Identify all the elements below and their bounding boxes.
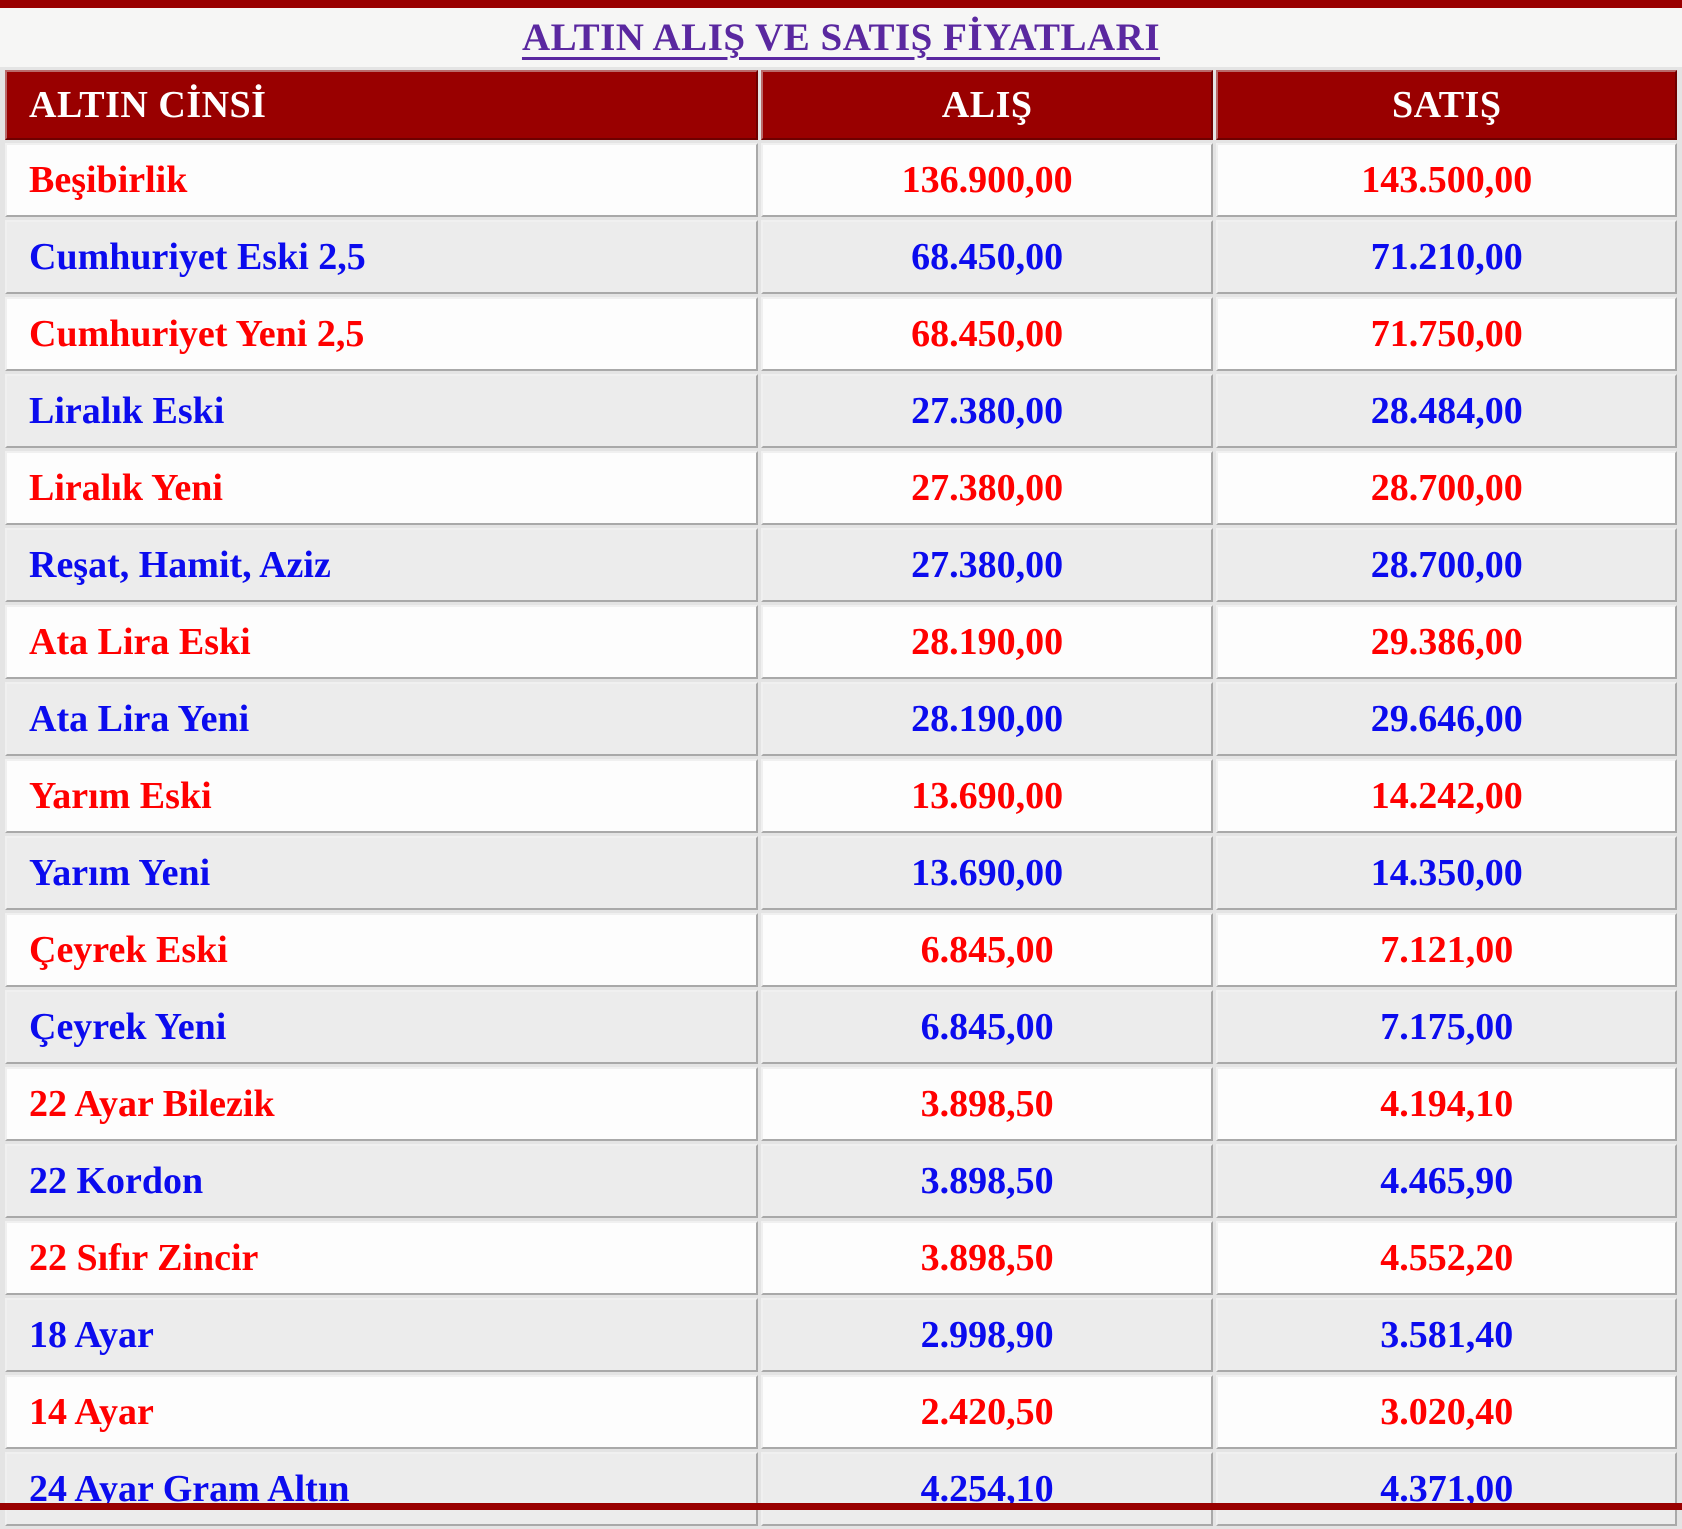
sell-price-value: 14.350,00 — [1216, 836, 1677, 910]
sell-price-value: 29.386,00 — [1216, 605, 1677, 679]
buy-price-value: 4.254,10 — [760, 1452, 1214, 1526]
column-header-gold-type: ALTIN CİNSİ — [5, 70, 758, 140]
gold-type-label: Beşibirlik — [5, 143, 758, 217]
table-row: Yarım Yeni 13.690,00 14.350,00 — [5, 836, 1677, 910]
buy-price-value: 27.380,00 — [760, 451, 1214, 525]
table-row: Liralık Yeni 27.380,00 28.700,00 — [5, 451, 1677, 525]
buy-price-value: 2.998,90 — [760, 1298, 1214, 1372]
buy-price-value: 3.898,50 — [760, 1067, 1214, 1141]
buy-price-value: 6.845,00 — [760, 990, 1214, 1064]
table-row: Beşibirlik 136.900,00 143.500,00 — [5, 143, 1677, 217]
gold-type-label: Cumhuriyet Eski 2,5 — [5, 220, 758, 294]
gold-type-label: Ata Lira Yeni — [5, 682, 758, 756]
table-row: Çeyrek Eski 6.845,00 7.121,00 — [5, 913, 1677, 987]
table-row: Ata Lira Eski 28.190,00 29.386,00 — [5, 605, 1677, 679]
gold-type-label: 22 Sıfır Zincir — [5, 1221, 758, 1295]
buy-price-value: 13.690,00 — [760, 836, 1214, 910]
column-header-sell: SATIŞ — [1216, 70, 1677, 140]
sell-price-value: 4.194,10 — [1216, 1067, 1677, 1141]
column-header-buy: ALIŞ — [760, 70, 1214, 140]
table-row: Ata Lira Yeni 28.190,00 29.646,00 — [5, 682, 1677, 756]
gold-type-label: 18 Ayar — [5, 1298, 758, 1372]
table-row: Cumhuriyet Eski 2,5 68.450,00 71.210,00 — [5, 220, 1677, 294]
buy-price-value: 6.845,00 — [760, 913, 1214, 987]
buy-price-value: 27.380,00 — [760, 374, 1214, 448]
buy-price-value: 68.450,00 — [760, 220, 1214, 294]
table-row: Yarım Eski 13.690,00 14.242,00 — [5, 759, 1677, 833]
table-row: Çeyrek Yeni 6.845,00 7.175,00 — [5, 990, 1677, 1064]
sell-price-value: 71.210,00 — [1216, 220, 1677, 294]
sell-price-value: 14.242,00 — [1216, 759, 1677, 833]
gold-type-label: Çeyrek Yeni — [5, 990, 758, 1064]
buy-price-value: 28.190,00 — [760, 605, 1214, 679]
buy-price-value: 68.450,00 — [760, 297, 1214, 371]
buy-price-value: 3.898,50 — [760, 1221, 1214, 1295]
table-row: 18 Ayar 2.998,90 3.581,40 — [5, 1298, 1677, 1372]
sell-price-value: 4.552,20 — [1216, 1221, 1677, 1295]
gold-type-label: Liralık Eski — [5, 374, 758, 448]
table-row: Cumhuriyet Yeni 2,5 68.450,00 71.750,00 — [5, 297, 1677, 371]
top-divider-bar — [0, 0, 1682, 8]
table-row: 22 Sıfır Zincir 3.898,50 4.552,20 — [5, 1221, 1677, 1295]
gold-price-table: ALTIN CİNSİ ALIŞ SATIŞ Beşibirlik 136.900… — [2, 67, 1680, 1529]
gold-type-label: Çeyrek Eski — [5, 913, 758, 987]
table-row: Liralık Eski 27.380,00 28.484,00 — [5, 374, 1677, 448]
table-header-row: ALTIN CİNSİ ALIŞ SATIŞ — [5, 70, 1677, 140]
gold-type-label: 22 Kordon — [5, 1144, 758, 1218]
gold-type-label: Ata Lira Eski — [5, 605, 758, 679]
page-title[interactable]: ALTIN ALIŞ VE SATIŞ FİYATLARI — [521, 16, 1161, 59]
gold-type-label: 24 Ayar Gram Altın — [5, 1452, 758, 1526]
buy-price-value: 13.690,00 — [760, 759, 1214, 833]
sell-price-value: 3.020,40 — [1216, 1375, 1677, 1449]
table-row: 22 Ayar Bilezik 3.898,50 4.194,10 — [5, 1067, 1677, 1141]
title-band: ALTIN ALIŞ VE SATIŞ FİYATLARI — [0, 8, 1682, 67]
gold-type-label: 14 Ayar — [5, 1375, 758, 1449]
buy-price-value: 136.900,00 — [760, 143, 1214, 217]
buy-price-value: 27.380,00 — [760, 528, 1214, 602]
buy-price-value: 2.420,50 — [760, 1375, 1214, 1449]
sell-price-value: 143.500,00 — [1216, 143, 1677, 217]
table-row: 22 Kordon 3.898,50 4.465,90 — [5, 1144, 1677, 1218]
gold-type-label: Yarım Yeni — [5, 836, 758, 910]
bottom-divider-bar — [0, 1503, 1682, 1510]
table-row: Reşat, Hamit, Aziz 27.380,00 28.700,00 — [5, 528, 1677, 602]
buy-price-value: 3.898,50 — [760, 1144, 1214, 1218]
sell-price-value: 7.175,00 — [1216, 990, 1677, 1064]
sell-price-value: 4.465,90 — [1216, 1144, 1677, 1218]
gold-type-label: Yarım Eski — [5, 759, 758, 833]
sell-price-value: 3.581,40 — [1216, 1298, 1677, 1372]
sell-price-value: 7.121,00 — [1216, 913, 1677, 987]
sell-price-value: 28.700,00 — [1216, 451, 1677, 525]
table-row: 14 Ayar 2.420,50 3.020,40 — [5, 1375, 1677, 1449]
gold-type-label: 22 Ayar Bilezik — [5, 1067, 758, 1141]
sell-price-value: 4.371,00 — [1216, 1452, 1677, 1526]
buy-price-value: 28.190,00 — [760, 682, 1214, 756]
gold-type-label: Cumhuriyet Yeni 2,5 — [5, 297, 758, 371]
sell-price-value: 71.750,00 — [1216, 297, 1677, 371]
sell-price-value: 28.700,00 — [1216, 528, 1677, 602]
table-row: 24 Ayar Gram Altın 4.254,10 4.371,00 — [5, 1452, 1677, 1526]
sell-price-value: 29.646,00 — [1216, 682, 1677, 756]
gold-type-label: Liralık Yeni — [5, 451, 758, 525]
gold-type-label: Reşat, Hamit, Aziz — [5, 528, 758, 602]
price-table-body: Beşibirlik 136.900,00 143.500,00 Cumhuriyet… — [5, 143, 1677, 1526]
sell-price-value: 28.484,00 — [1216, 374, 1677, 448]
